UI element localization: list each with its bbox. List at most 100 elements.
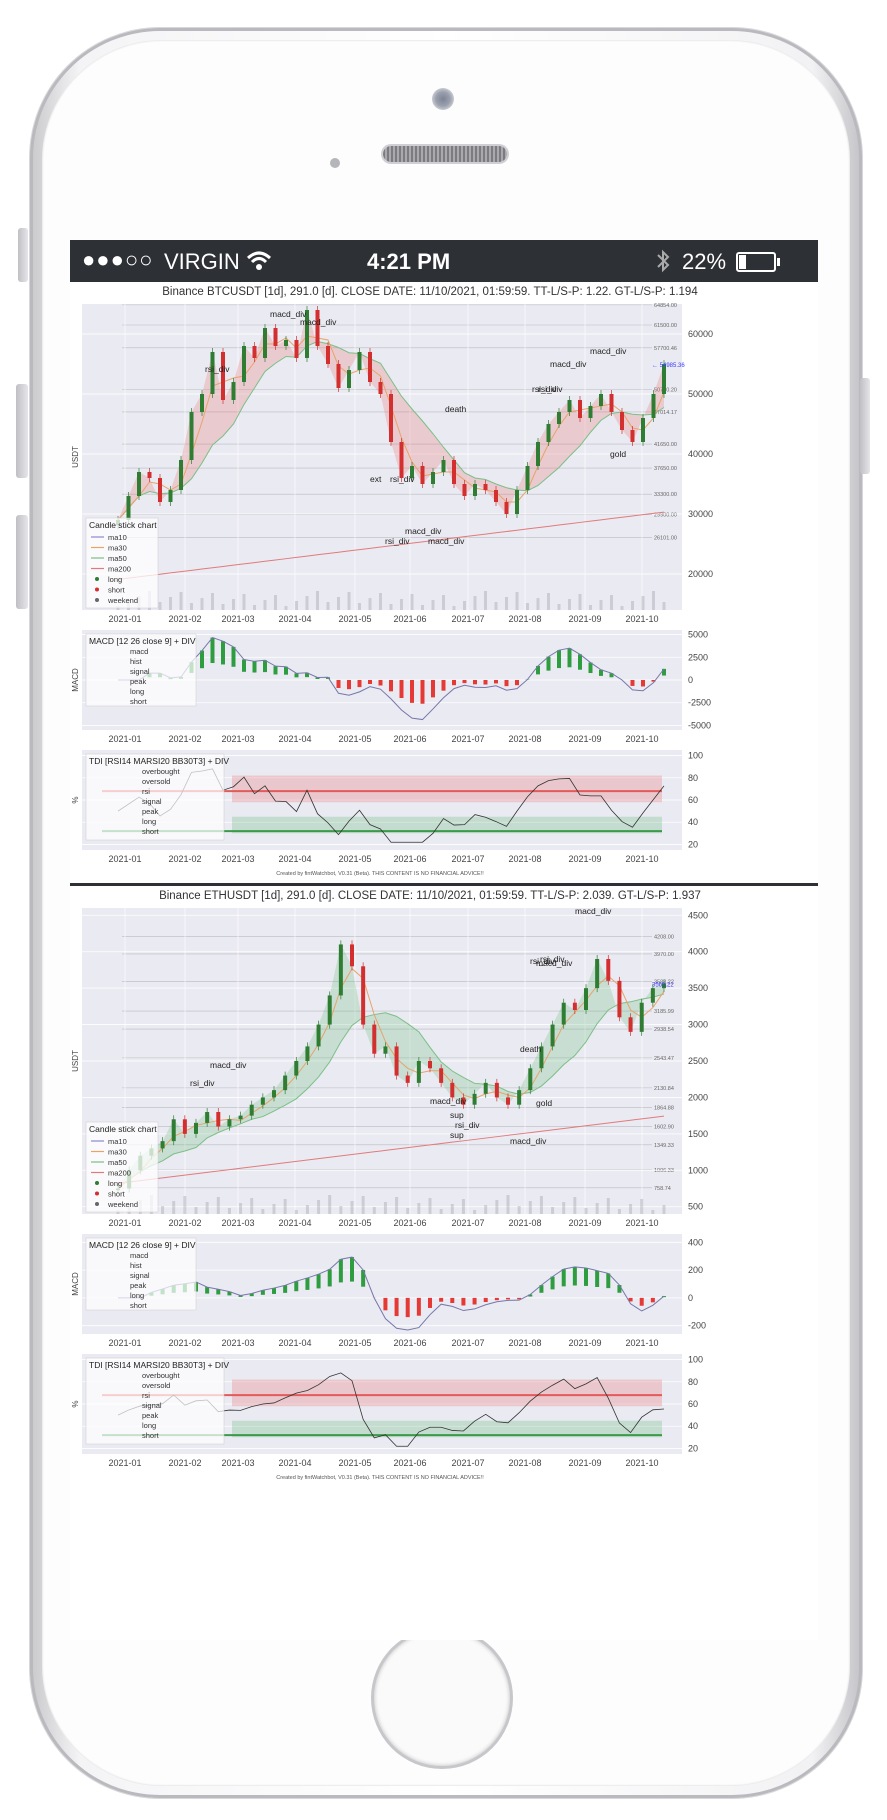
annotation-label: rsi_div [190, 1078, 215, 1088]
macd-hist-bar [461, 1297, 466, 1306]
macd-hist-bar [205, 1287, 210, 1294]
x-tick-label: 2021-04 [278, 734, 311, 744]
volume-bar [283, 1199, 287, 1214]
price-tick-label: 3500 [688, 983, 708, 993]
proximity-sensor [330, 158, 340, 168]
x-tick-label: 2021-02 [168, 734, 201, 744]
x-tick-label: 2021-02 [168, 1338, 201, 1348]
x-tick-label: 2021-04 [278, 1338, 311, 1348]
last-price-label: ← 54985.36 [652, 363, 685, 369]
volume-bar [305, 596, 309, 610]
battery-fill [739, 255, 746, 269]
candle-body [439, 1068, 444, 1083]
x-tick-label: 2021-04 [278, 854, 311, 864]
price-tick-label: 50000 [688, 389, 713, 399]
price-tick-label: 4000 [688, 947, 708, 957]
macd-hist-bar [651, 680, 656, 682]
macd-hist-bar [628, 1297, 633, 1302]
price-legend-title: Candle stick chart [89, 520, 157, 530]
x-tick-label: 2021-08 [508, 1218, 541, 1228]
macd-hist-bar [546, 656, 551, 671]
macd-hist-bar [462, 680, 467, 684]
x-tick-label: 2021-05 [338, 1218, 371, 1228]
volume-bar [326, 602, 330, 610]
home-button[interactable] [374, 1630, 510, 1766]
candle-body [283, 1075, 288, 1091]
macd-legend-item: signal [130, 667, 150, 676]
macd-hist-bar [599, 669, 603, 676]
volume-bar [347, 592, 351, 610]
annotation-label: macd_div [550, 359, 587, 369]
candle-body [639, 1002, 644, 1032]
volume-bar [599, 600, 603, 610]
level-label: 57700.46 [654, 346, 677, 352]
candle-body [357, 352, 362, 370]
macd-hist-bar [383, 1297, 388, 1311]
macd-hist-bar [338, 1259, 343, 1283]
macd-hist-bar [662, 668, 666, 676]
macd-line [118, 1256, 665, 1331]
candle-body [231, 382, 236, 400]
candle-body [399, 442, 404, 478]
level-label: 2130.84 [654, 1086, 674, 1092]
candle-body [662, 364, 666, 394]
volume-bar [484, 1205, 488, 1214]
level-label: 758.74 [654, 1186, 671, 1192]
macd-hist-bar [572, 1266, 577, 1286]
x-tick-label: 2021-03 [221, 614, 254, 624]
level-label: 4208.00 [654, 935, 674, 941]
price-legend-item: ma30 [108, 1148, 127, 1157]
macd-hist-bar [504, 680, 509, 687]
annotation-label: macd_div [428, 536, 465, 546]
candle-body [410, 466, 414, 478]
annotation-label: rsi_div [385, 536, 410, 546]
x-tick-label: 2021-08 [508, 1458, 541, 1468]
annotation-label: death [520, 1044, 542, 1054]
x-tick-label: 2021-03 [221, 1218, 254, 1228]
volume-up-button[interactable] [16, 384, 28, 478]
annotation-label: ext [370, 474, 382, 484]
candle-body [462, 484, 467, 496]
macd-hist-bar [494, 680, 498, 684]
chart-footer: Created by fintWatchbot, V0.31 (Beta). T… [276, 871, 484, 877]
macd-hist-bar [539, 1285, 544, 1293]
tdi-title: TDI [RSI14 MARSI20 BB30T3] + DIV [89, 1360, 229, 1370]
x-tick-label: 2021-08 [508, 614, 541, 624]
volume-bar [629, 1204, 633, 1214]
candle-body [147, 472, 152, 478]
tdi-tick-label: 80 [688, 773, 698, 783]
candle-body [539, 1046, 544, 1069]
x-tick-label: 2021-09 [568, 614, 601, 624]
power-button[interactable] [860, 378, 870, 474]
candle-body [238, 1115, 243, 1120]
volume-bar [205, 1202, 209, 1214]
volume-bar [211, 593, 214, 610]
macd-hist-bar [416, 1297, 421, 1316]
macd-tick-label: -200 [688, 1321, 706, 1331]
macd-hist-bar [294, 1281, 299, 1292]
volume-bar [284, 606, 288, 610]
level-label: 41650.00 [654, 442, 677, 448]
candle-body [171, 1119, 176, 1142]
macd-hist-bar [350, 1257, 354, 1282]
volume-down-button[interactable] [16, 515, 28, 609]
x-tick-label: 2021-03 [221, 1458, 254, 1468]
volume-bar [169, 597, 172, 610]
macd-hist-bar [272, 1288, 276, 1294]
mute-switch[interactable] [18, 228, 28, 282]
annotation-label: macd_div [210, 1060, 247, 1070]
price-tick-label: 20000 [688, 569, 713, 579]
chart-divider [70, 883, 818, 886]
x-tick-label: 2021-01 [108, 734, 141, 744]
level-label: 3185.99 [654, 1009, 674, 1015]
price-y-label: USDT [71, 446, 80, 468]
macd-title: MACD [12 26 close 9] + DIV [89, 1240, 196, 1250]
chart-title: Binance ETHUSDT [1d], 291.0 [d]. CLOSE D… [159, 890, 701, 902]
tdi-title: TDI [RSI14 MARSI20 BB30T3] + DIV [89, 756, 229, 766]
macd-hist-bar [305, 672, 309, 678]
tdi-legend-item: short [142, 827, 160, 836]
x-tick-label: 2021-06 [393, 1458, 426, 1468]
macd-legend-item: long [130, 687, 144, 696]
price-legend-item: ma30 [108, 544, 127, 553]
tdi-tick-label: 40 [688, 817, 698, 827]
